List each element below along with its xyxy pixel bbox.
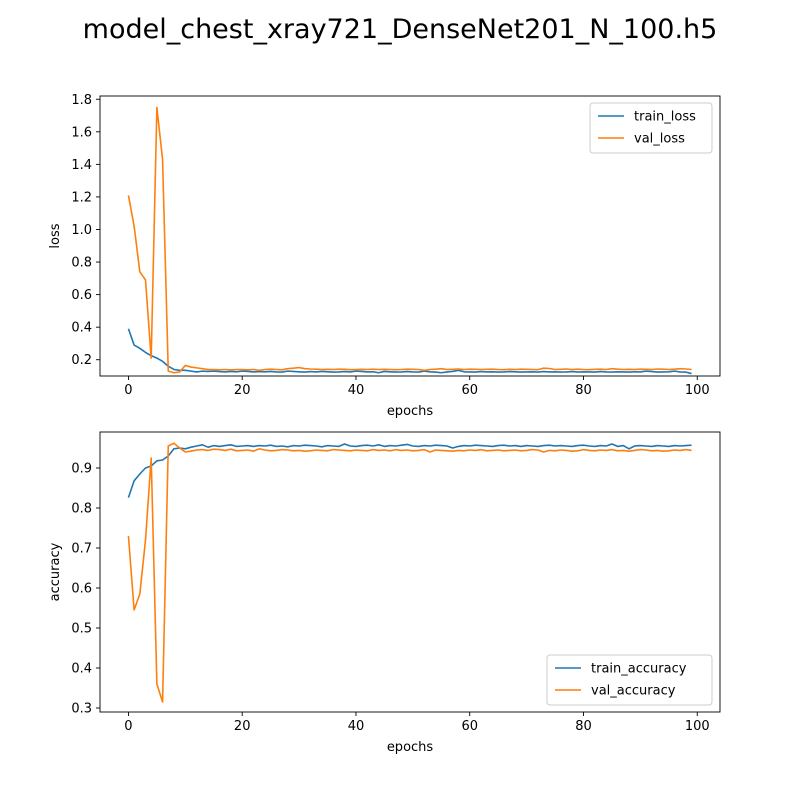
x-tick-label: 20 xyxy=(234,719,251,734)
y-tick-label: 0.6 xyxy=(71,288,92,303)
y-tick-label: 1.4 xyxy=(71,158,92,173)
y-tick-label: 1.2 xyxy=(71,190,92,205)
x-tick-label: 60 xyxy=(461,383,478,398)
x-tick-label: 80 xyxy=(575,383,592,398)
series-line-train-accuracy xyxy=(127,443,692,498)
x-tick-label: 100 xyxy=(685,383,710,398)
legend-label-train-loss: train_loss xyxy=(634,110,696,125)
legend-label-val-loss: val_loss xyxy=(634,132,685,147)
x-axis-label: epochs xyxy=(387,404,434,419)
figure-title: model_chest_xray721_DenseNet201_N_100.h5 xyxy=(83,14,718,45)
y-tick-label: 0.6 xyxy=(71,582,92,597)
y-tick-label: 0.7 xyxy=(71,542,92,557)
y-tick-label: 0.9 xyxy=(71,462,92,477)
legend: train_accuracy val_accuracy xyxy=(546,654,713,706)
legend-label-val-accuracy: val_accuracy xyxy=(591,684,676,699)
y-axis-label: loss xyxy=(48,223,63,248)
y-tick-label: 1.8 xyxy=(71,93,92,108)
series-line-train-loss xyxy=(127,328,692,375)
x-tick-label: 80 xyxy=(575,719,592,734)
y-tick-label: 0.5 xyxy=(71,622,92,637)
y-tick-label: 0.2 xyxy=(71,353,92,368)
axes-frame xyxy=(99,95,721,377)
y-tick-label: 0.8 xyxy=(71,256,92,271)
y-tick-label: 1.0 xyxy=(71,223,92,238)
x-tick-label: 100 xyxy=(685,719,710,734)
accuracy-plot: 0 20 40 60 80 100 0.3 0.4 0.5 0.6 0.7 0.8 0.9 epochs a… xyxy=(48,431,721,755)
y-tick-label: 0.4 xyxy=(71,321,92,336)
y-axis-label: accuracy xyxy=(48,542,63,601)
x-tick-label: 40 xyxy=(348,383,365,398)
x-tick-label: 60 xyxy=(461,719,478,734)
legend: train_loss val_loss xyxy=(589,102,713,154)
axes-frame xyxy=(99,431,721,713)
x-tick-label: 20 xyxy=(234,383,251,398)
y-tick-label: 0.3 xyxy=(71,702,92,717)
legend-label-train-accuracy: train_accuracy xyxy=(591,662,687,677)
y-tick-label: 0.8 xyxy=(71,502,92,517)
x-tick-label: 0 xyxy=(124,383,132,398)
loss-plot: 0 20 40 60 80 100 0.2 0.4 0.6 0.8 1.0 1.2 1.4 1.6 1.8 e… xyxy=(48,93,721,419)
x-tick-label: 0 xyxy=(124,719,132,734)
y-tick-label: 0.4 xyxy=(71,662,92,677)
y-tick-label: 1.6 xyxy=(71,125,92,140)
legend-box xyxy=(546,654,713,706)
series-line-val-accuracy xyxy=(127,442,692,703)
x-tick-label: 40 xyxy=(348,719,365,734)
series-line-val-loss xyxy=(127,106,692,374)
x-axis-label: epochs xyxy=(387,740,434,755)
